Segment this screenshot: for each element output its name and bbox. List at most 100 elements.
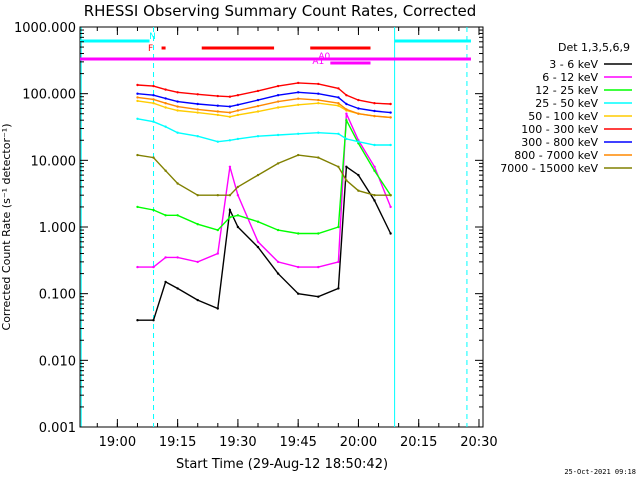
series-point-1: [337, 260, 340, 264]
series-point-8: [164, 169, 167, 172]
series-point-2: [164, 214, 167, 217]
series-point-6: [228, 105, 232, 108]
series-point-4: [236, 113, 240, 117]
y-tick-label: 10.000: [31, 154, 77, 169]
series-point-0: [164, 280, 167, 284]
series-point-7: [196, 108, 199, 111]
legend-label: 7000 - 15000 keV: [500, 162, 598, 175]
series-point-1: [152, 265, 155, 269]
series-point-8: [152, 156, 155, 159]
series-point-6: [389, 111, 392, 114]
legend-label: 300 - 800 keV: [521, 136, 598, 149]
series-point-1: [176, 256, 179, 259]
series-point-2: [228, 216, 232, 219]
series-point-1: [164, 256, 167, 259]
series-point-1: [373, 165, 376, 168]
series-point-1: [256, 240, 260, 243]
plot-frame: [79, 26, 484, 428]
series-point-7: [373, 114, 376, 118]
series-point-3: [236, 137, 240, 141]
series-point-8: [176, 182, 179, 185]
series-point-3: [345, 137, 348, 141]
series-point-5: [317, 82, 320, 86]
y-tick-label: 100.000: [22, 88, 76, 103]
x-tick-label: 19:30: [219, 435, 256, 450]
x-tick-label: 20:15: [400, 435, 437, 450]
flag-label-n: N: [149, 32, 156, 42]
series-point-4: [276, 106, 280, 109]
series-point-0: [256, 245, 260, 249]
series-line-2: [137, 117, 392, 235]
series-point-7: [337, 102, 340, 105]
series-point-4: [297, 103, 300, 107]
legend-label: 800 - 7000 keV: [514, 149, 598, 162]
series-point-4: [164, 106, 167, 109]
series-point-5: [276, 84, 280, 88]
series-point-1: [196, 260, 199, 264]
series-point-0: [216, 307, 219, 310]
y-tick-label: 0.010: [39, 354, 76, 369]
series-point-5: [389, 102, 392, 106]
series-point-5: [236, 94, 240, 97]
y-axis-label: Corrected Count Rate (s⁻¹ detector⁻¹): [0, 124, 13, 331]
legend-label: 100 - 300 keV: [521, 123, 598, 136]
series-point-2: [256, 220, 260, 223]
series-point-0: [389, 232, 392, 235]
series-point-8: [216, 194, 219, 197]
series-point-1: [317, 265, 320, 269]
series-point-7: [256, 104, 260, 108]
series-point-6: [317, 92, 320, 95]
legend-label: 6 - 12 keV: [542, 71, 598, 84]
series-point-7: [136, 96, 139, 99]
series-point-5: [228, 95, 232, 98]
series-point-8: [373, 194, 376, 197]
series-point-8: [196, 194, 199, 197]
series-point-2: [176, 214, 179, 217]
series-point-3: [228, 139, 232, 142]
series-point-8: [345, 179, 348, 182]
series-line-4: [137, 100, 391, 119]
series-point-6: [373, 109, 376, 113]
series-point-7: [216, 110, 219, 113]
series-point-0: [373, 199, 376, 202]
footer-timestamp: 25-Oct-2021 09:18: [564, 468, 636, 476]
series-point-0: [297, 292, 300, 295]
series-point-1: [297, 265, 300, 269]
series-point-7: [152, 98, 155, 101]
series-point-5: [164, 88, 167, 91]
series-point-2: [337, 225, 340, 229]
series-point-2: [152, 208, 155, 212]
legend-label: 3 - 6 keV: [549, 58, 598, 71]
series-point-8: [297, 153, 300, 157]
series-point-7: [176, 105, 179, 108]
series-point-7: [345, 108, 348, 111]
series-layer: [136, 81, 392, 322]
series-point-8: [136, 153, 139, 157]
series-point-8: [337, 165, 340, 168]
series-point-2: [345, 119, 348, 122]
x-tick-label: 20:00: [340, 435, 377, 450]
series-point-6: [176, 100, 179, 103]
series-point-2: [196, 223, 199, 226]
series-point-6: [136, 92, 139, 95]
series-point-2: [297, 232, 300, 235]
series-point-3: [152, 120, 155, 123]
series-point-1: [389, 205, 392, 209]
series-point-5: [176, 91, 179, 94]
series-point-2: [236, 214, 240, 217]
y-tick-label: 0.001: [39, 421, 76, 436]
series-point-7: [228, 111, 232, 114]
series-point-7: [297, 97, 300, 100]
series-point-0: [357, 173, 360, 177]
series-point-8: [317, 156, 320, 159]
series-point-3: [373, 143, 376, 147]
series-point-3: [164, 125, 167, 128]
series-point-3: [276, 133, 280, 137]
series-point-7: [389, 116, 392, 119]
series-point-4: [136, 99, 139, 103]
series-point-1: [236, 194, 240, 197]
series-point-6: [164, 97, 167, 100]
series-point-6: [256, 98, 260, 102]
series-point-8: [256, 173, 260, 177]
